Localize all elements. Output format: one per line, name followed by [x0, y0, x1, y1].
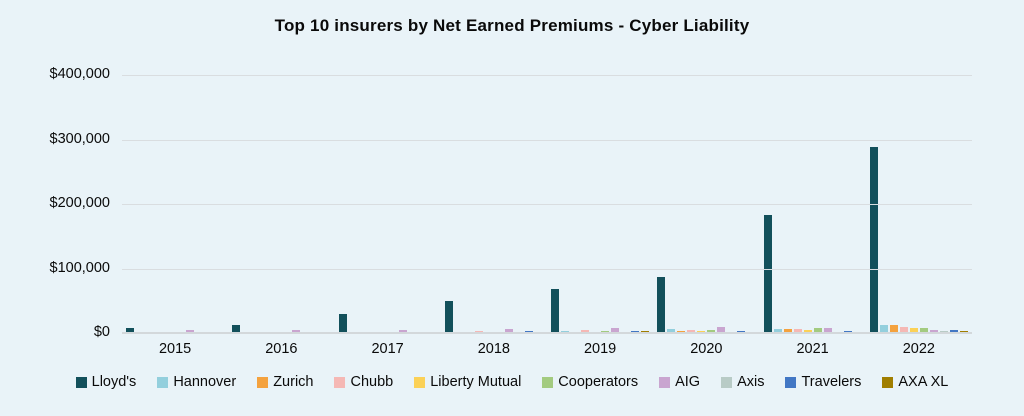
legend-item-hannover: Hannover: [157, 374, 236, 390]
legend-label: Axis: [737, 374, 765, 390]
gridline: [122, 75, 972, 76]
y-tick-label: $300,000: [49, 130, 110, 147]
x-tick-label-2020: 2020: [690, 341, 723, 357]
legend-item-chubb: Chubb: [334, 374, 393, 390]
legend-swatch-icon: [542, 376, 554, 388]
bar-zurich-2020: [677, 330, 686, 333]
legend-swatch-icon: [157, 376, 169, 388]
y-tick-label: $0: [93, 324, 110, 340]
legend: Lloyd's Hannover Zurich Chubb Liberty Mutual…: [0, 374, 1024, 390]
legend-swatch-icon: [659, 376, 671, 388]
bar-chubb-2020: [687, 329, 696, 333]
bar-hannover-2022: [879, 324, 888, 333]
y-tick-label: $200,000: [49, 195, 110, 211]
bar-aig-2021: [823, 328, 832, 333]
legend-swatch-icon: [334, 376, 346, 388]
legend-label: Zurich: [273, 374, 314, 390]
legend-label: Travelers: [801, 374, 862, 390]
bar-hannover-2019: [561, 330, 570, 333]
legend-item-lloyd-s: Lloyd's: [75, 374, 137, 390]
legend-item-liberty-mutual: Liberty Mutual: [414, 374, 521, 390]
bar-aig-2022: [929, 330, 938, 333]
bar-liberty-mutual-2022: [909, 327, 918, 333]
legend-item-cooperators: Cooperators: [542, 374, 638, 390]
legend-swatch-icon: [785, 376, 797, 388]
legend-swatch-icon: [75, 376, 87, 388]
bar-aig-2015: [186, 330, 195, 333]
bar-hannover-2021: [773, 328, 782, 333]
bar-cooperators-2020: [707, 330, 716, 333]
bar-chubb-2019: [581, 330, 590, 333]
legend-label: Cooperators: [558, 374, 639, 390]
legend-swatch-icon: [414, 376, 426, 388]
x-tick-label-2022: 2022: [902, 341, 935, 357]
gridline: [122, 268, 972, 270]
legend-label: Lloyd's: [91, 374, 137, 390]
legend-swatch-icon: [257, 376, 269, 388]
x-axis-line: [122, 332, 972, 334]
gridline: [122, 204, 972, 205]
bar-aig-2017: [398, 330, 407, 333]
x-tick-label-2018: 2018: [477, 341, 510, 357]
x-tick-label-2019: 2019: [583, 341, 617, 357]
legend-swatch-icon: [882, 376, 894, 388]
legend-label: Liberty Mutual: [430, 374, 522, 390]
bar-cooperators-2022: [919, 328, 928, 333]
bar-aig-2020: [717, 326, 726, 333]
x-tick-label-2016: 2016: [265, 341, 298, 357]
bar-travelers-2021: [843, 330, 852, 333]
bar-aig-2016: [292, 330, 301, 333]
legend-item-zurich: Zurich: [257, 374, 313, 390]
bar-zurich-2021: [783, 329, 792, 333]
bar-aig-2018: [504, 329, 513, 333]
legend-item-axa-xl: AXA XL: [882, 374, 948, 390]
bar-zurich-2022: [889, 325, 898, 333]
bar-lloyd-s-2019: [551, 289, 560, 333]
bar-lloyd-s-2017: [338, 314, 347, 333]
x-axis: 2015 2016 2017 2018 2019 2020 2021 2022: [122, 341, 972, 357]
bar-travelers-2022: [949, 330, 958, 333]
bar-axis-2022: [939, 330, 948, 333]
legend-item-travelers: Travelers: [785, 374, 861, 390]
legend-label: Hannover: [173, 374, 237, 390]
bar-cooperators-2021: [813, 328, 822, 333]
legend-label: AIG: [675, 374, 701, 390]
bar-travelers-2020: [737, 330, 746, 333]
legend-label: AXA XL: [898, 374, 949, 390]
bar-cooperators-2019: [601, 330, 610, 333]
x-tick-label-2021: 2021: [796, 341, 829, 357]
bar-aig-2019: [611, 328, 620, 333]
bar-hannover-2020: [667, 328, 676, 333]
legend-item-axis: Axis: [721, 374, 764, 390]
legend-item-aig: AIG: [659, 374, 700, 390]
bar-lloyd-s-2016: [232, 324, 241, 333]
y-tick-label: $400,000: [49, 66, 110, 82]
legend-swatch-icon: [721, 376, 733, 388]
x-tick-label-2017: 2017: [371, 341, 404, 357]
plot-area: [122, 75, 972, 334]
bar-liberty-mutual-2021: [803, 329, 812, 333]
bar-lloyd-s-2015: [126, 327, 135, 333]
bar-chubb-2021: [793, 328, 802, 333]
bar-lloyd-s-2018: [444, 300, 453, 333]
bar-liberty-mutual-2020: [697, 330, 706, 333]
bar-chubb-2022: [899, 326, 908, 333]
bar-lloyd-s-2020: [657, 276, 666, 333]
x-tick-label-2015: 2015: [158, 341, 192, 357]
y-tick-label: $100,000: [49, 259, 110, 276]
legend-label: Chubb: [350, 374, 394, 390]
bar-lloyd-s-2021: [763, 214, 772, 333]
bar-lloyd-s-2022: [869, 147, 878, 333]
gridline: [122, 139, 972, 141]
chart-title: Top 10 insurers by Net Earned Premiums -…: [274, 16, 750, 35]
